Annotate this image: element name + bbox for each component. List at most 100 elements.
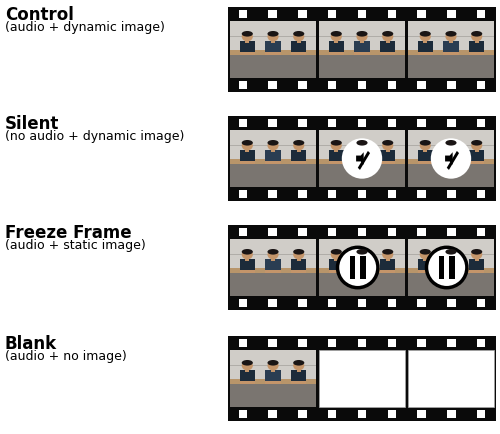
Ellipse shape [446,33,456,42]
Bar [291,270,306,273]
Bar [418,339,426,348]
Bar [477,228,486,237]
Bar [291,53,306,56]
Bar [245,258,250,261]
Text: Blank: Blank [5,334,57,352]
Ellipse shape [268,33,278,42]
Ellipse shape [268,141,278,146]
Ellipse shape [293,250,304,255]
Bar [354,259,370,271]
Bar [418,81,426,90]
Ellipse shape [471,32,482,37]
Bar [334,149,338,152]
Bar [358,339,366,348]
Bar [408,50,494,56]
Bar [474,149,479,152]
Bar [291,259,306,271]
Bar [298,339,306,348]
Bar [230,23,316,79]
Ellipse shape [382,141,394,146]
Bar [296,258,301,261]
Bar [319,37,405,38]
Bar [469,161,484,165]
Bar [298,81,306,90]
Bar [408,240,494,296]
Bar [230,351,316,381]
Bar [266,53,280,56]
Bar [230,240,316,271]
Ellipse shape [330,33,342,42]
Ellipse shape [382,250,394,255]
Bar [388,190,396,199]
Bar [230,23,316,53]
Bar [291,370,306,382]
Bar [230,56,316,79]
Ellipse shape [242,250,253,255]
Ellipse shape [268,361,278,371]
Bar [268,120,277,128]
Bar [298,410,306,418]
Polygon shape [447,151,459,171]
Bar [408,351,494,407]
Bar [358,299,366,307]
Ellipse shape [242,32,253,37]
Bar [354,41,370,54]
Bar [238,190,247,199]
Bar [328,161,344,165]
Bar [447,11,456,20]
Bar [358,410,366,418]
Bar [444,270,458,273]
Ellipse shape [242,361,253,371]
Bar [298,11,306,20]
Bar [238,299,247,307]
Bar [319,351,405,407]
Bar [268,410,277,418]
Ellipse shape [420,33,431,42]
Bar [408,131,494,162]
Bar [268,11,277,20]
Bar [230,351,316,407]
Bar [319,23,405,53]
Bar [240,53,255,56]
Ellipse shape [293,360,304,366]
Bar [266,259,280,271]
Ellipse shape [382,33,394,42]
Bar [296,40,301,44]
Bar [328,120,336,128]
Ellipse shape [330,250,342,255]
Bar [358,11,366,20]
Bar [444,53,458,56]
Bar [319,159,405,165]
Bar [328,190,336,199]
Bar [238,410,247,418]
Bar [298,299,306,307]
Bar [388,120,396,128]
Ellipse shape [293,141,304,146]
Bar [408,240,494,271]
Bar [245,368,250,372]
Bar [230,365,316,366]
Bar [271,368,275,372]
Bar [328,228,336,237]
Ellipse shape [268,32,278,37]
Bar [240,259,255,271]
Bar [447,299,456,307]
Bar [291,41,306,54]
Bar [477,190,486,199]
Bar [447,228,456,237]
Bar [319,165,405,187]
Bar [358,228,366,237]
Ellipse shape [356,33,368,42]
Bar [319,240,405,271]
Bar [266,41,280,54]
Bar [268,81,277,90]
Ellipse shape [268,250,278,260]
Bar [291,161,306,165]
Ellipse shape [471,141,482,151]
Bar [271,258,275,261]
Bar [408,146,494,147]
Ellipse shape [330,250,342,260]
Bar [474,258,479,261]
Bar [408,165,494,187]
Bar [449,257,455,279]
